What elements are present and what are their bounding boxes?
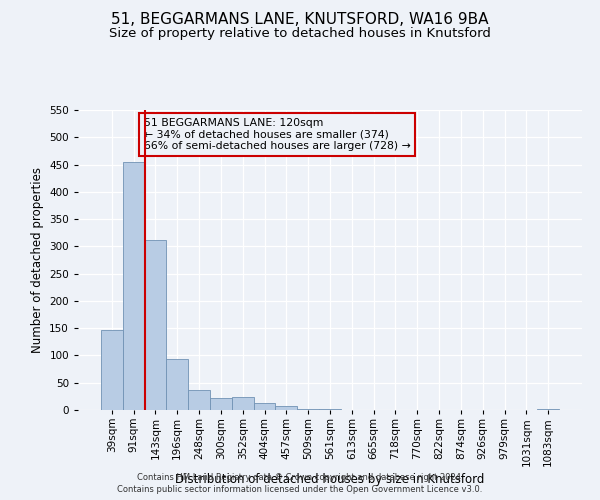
- X-axis label: Distribution of detached houses by size in Knutsford: Distribution of detached houses by size …: [175, 472, 485, 486]
- Bar: [145, 240, 166, 410]
- Text: Contains public sector information licensed under the Open Government Licence v3: Contains public sector information licen…: [118, 485, 482, 494]
- Bar: [537, 409, 559, 410]
- Text: 51, BEGGARMANS LANE, KNUTSFORD, WA16 9BA: 51, BEGGARMANS LANE, KNUTSFORD, WA16 9BA: [111, 12, 489, 28]
- Text: Contains HM Land Registry data © Crown copyright and database right 2024.: Contains HM Land Registry data © Crown c…: [137, 472, 463, 482]
- Bar: [101, 330, 123, 410]
- Bar: [123, 162, 145, 410]
- Bar: [275, 406, 297, 410]
- Y-axis label: Number of detached properties: Number of detached properties: [31, 167, 44, 353]
- Bar: [232, 398, 254, 410]
- Bar: [166, 360, 188, 410]
- Bar: [210, 398, 232, 410]
- Text: Size of property relative to detached houses in Knutsford: Size of property relative to detached ho…: [109, 28, 491, 40]
- Text: 51 BEGGARMANS LANE: 120sqm
← 34% of detached houses are smaller (374)
66% of sem: 51 BEGGARMANS LANE: 120sqm ← 34% of deta…: [143, 118, 410, 150]
- Bar: [188, 390, 210, 410]
- Bar: [254, 403, 275, 410]
